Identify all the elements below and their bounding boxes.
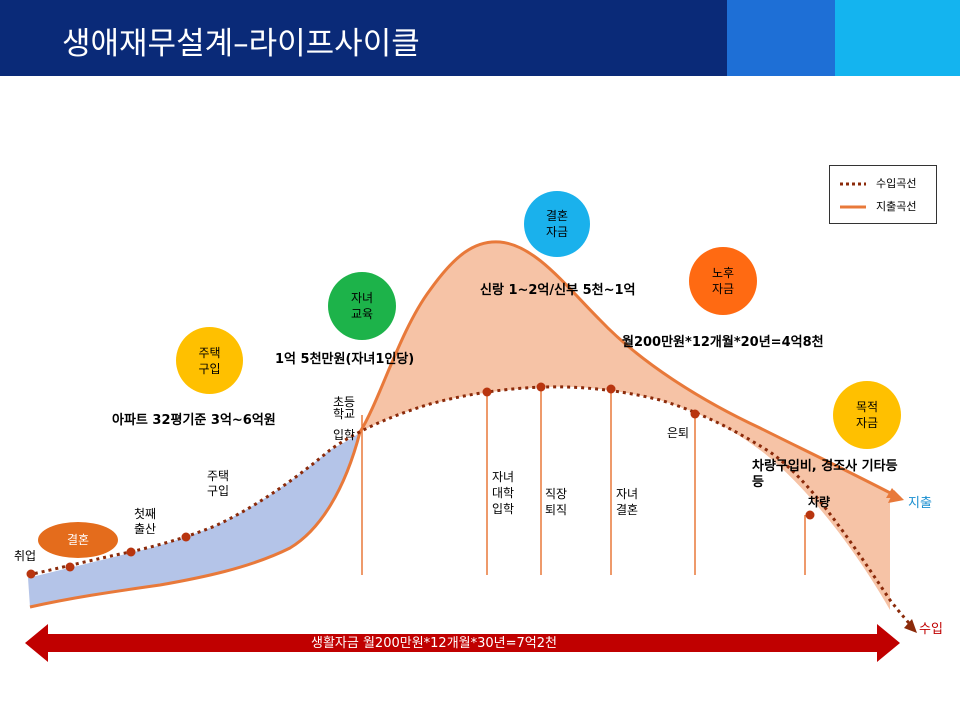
expense-end-label: 지출 (908, 496, 932, 511)
event-dots (26, 382, 815, 579)
event-dot-child-marry (606, 384, 616, 394)
legend-income-swatch (840, 182, 866, 186)
living-cost-arrow (25, 624, 900, 662)
bubble-house: 주택 구입 (176, 327, 243, 394)
event-elementary: 초등 학교 (333, 395, 356, 421)
event-retirement: 은퇴 (667, 426, 690, 440)
event-house-buy: 주택 구입 (207, 469, 230, 498)
income-end-label: 수입 (919, 622, 943, 637)
early-expense-area (28, 432, 360, 607)
legend-expense-label: 지출곡선 (876, 200, 917, 213)
bubble-marriage: 결혼 (38, 522, 118, 558)
event-first-child: 첫째 출산 (134, 507, 157, 536)
bubble-education: 자녀 교육 (328, 272, 396, 340)
event-dot-house (181, 532, 191, 542)
header-accent-block-light (835, 0, 960, 76)
event-job: 취업 (14, 549, 37, 563)
retirement-cost-text: 월200만원*12개월*20년=4억8천 (622, 335, 824, 350)
income-curve (27, 385, 917, 631)
expense-curve (29, 240, 901, 609)
header-bar: 생애재무설계–라이프사이클 (0, 0, 960, 76)
bubble-goal: 목적 자금 (833, 381, 901, 449)
education-cost-text: 1억 5천만원(자녀1인당) (275, 352, 415, 367)
event-dot-marriage (65, 562, 75, 572)
income-arrowhead (904, 619, 917, 633)
house-cost-text: 아파트 32평기준 3억~6억원 (112, 413, 276, 428)
legend-expense-swatch (840, 205, 866, 209)
living-cost-text: 생활자금 월200만원*12개월*30년=7억2천 (311, 636, 557, 651)
expense-surplus-area (360, 241, 890, 610)
event-dot-college (482, 387, 492, 397)
legend: 수입곡선 지출곡선 (829, 165, 937, 224)
event-job-retire: 직장 퇴직 (545, 487, 568, 517)
event-college: 자녀 대학 입학 (492, 470, 515, 516)
header-accent-block (727, 0, 835, 76)
event-dot-car (805, 510, 815, 520)
page-title: 생애재무설계–라이프사이클 (62, 26, 420, 62)
event-car: 차량 (808, 495, 831, 509)
event-dot-retirement (690, 409, 700, 419)
event-entrance: 입학 (333, 428, 356, 442)
bubble-wedding: 결혼 자금 (524, 191, 590, 257)
legend-income-label: 수입곡선 (876, 177, 917, 190)
wedding-cost-text: 신랑 1~2억/신부 5천~1억 (480, 283, 636, 298)
event-dot-job-retire (536, 382, 546, 392)
event-dot-job (26, 569, 36, 579)
bubble-retirement: 노후 자금 (689, 247, 757, 315)
goal-cost-text: 차량구입비, 경조사 기타등 등 (752, 459, 898, 490)
expense-arrowhead-tip (888, 490, 904, 503)
event-dot-first-child (126, 547, 136, 557)
event-child-marry: 자녀 결혼 (616, 487, 639, 517)
